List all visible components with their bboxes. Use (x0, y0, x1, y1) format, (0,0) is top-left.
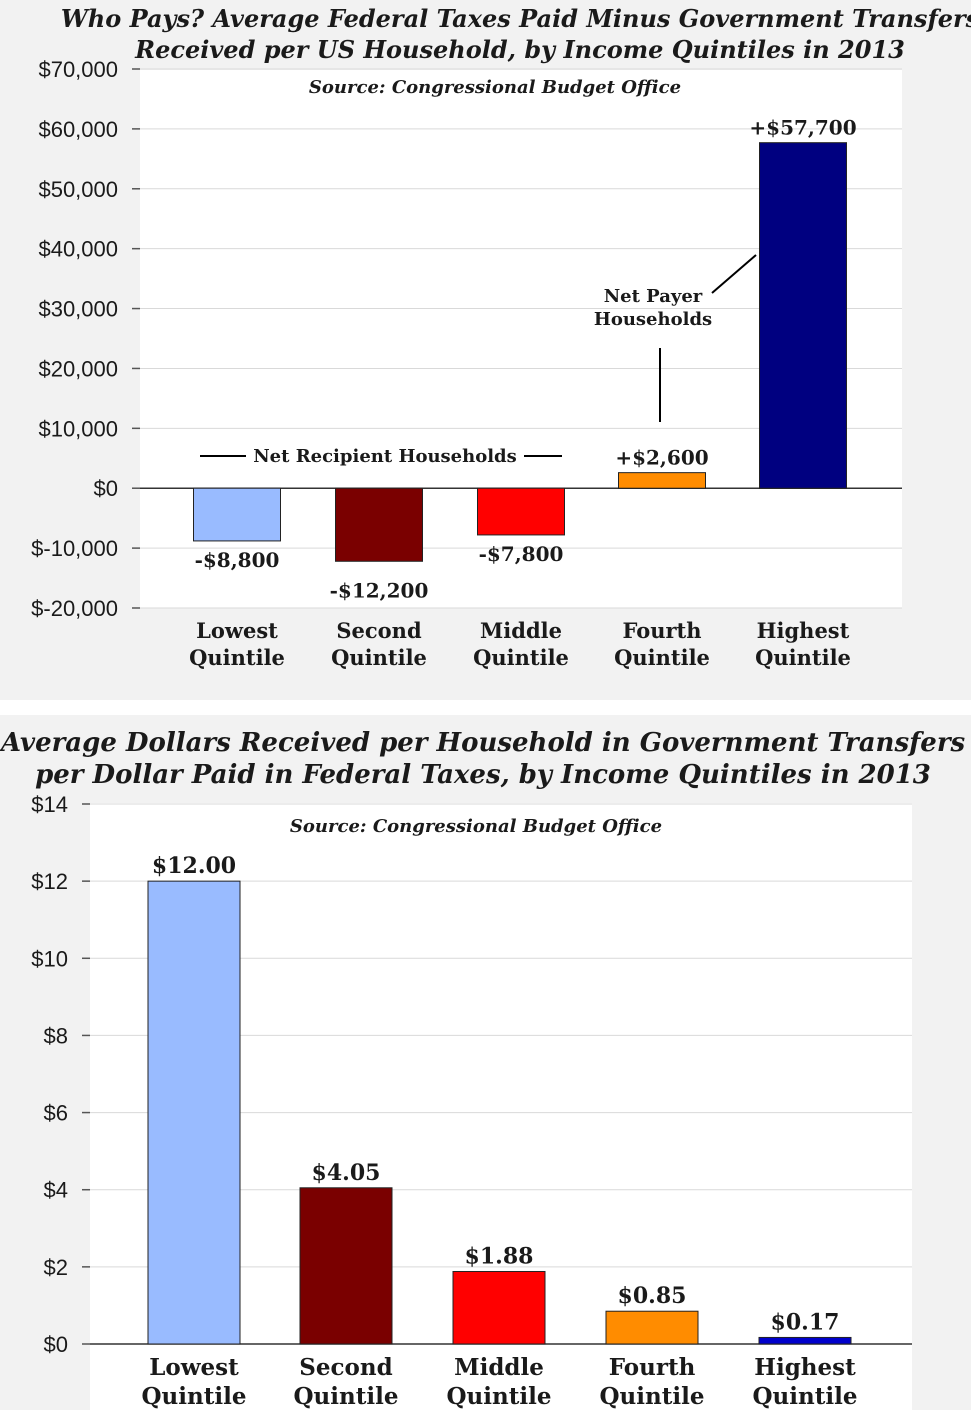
net-recipient-label: Net Recipient Households (253, 446, 517, 467)
chart-transfers-per-dollar: Average Dollars Received per Household i… (0, 715, 971, 1410)
category-label: Quintile (753, 1383, 858, 1410)
y-tick-label: $8 (44, 1023, 68, 1048)
bar (335, 487, 423, 562)
bar (618, 472, 706, 489)
y-tick-label: $10,000 (38, 416, 118, 441)
net-payer-label-line2: Households (594, 309, 712, 330)
y-tick-label: $-10,000 (31, 536, 118, 561)
category-label: Lowest (196, 618, 278, 643)
category-label: Quintile (600, 1383, 705, 1410)
x-axis: LowestQuintileSecondQuintileMiddleQuinti… (142, 1354, 858, 1410)
category-label: Fourth (609, 1354, 696, 1381)
category-label: Quintile (473, 645, 569, 670)
category-label: Quintile (331, 645, 427, 670)
y-tick-label: $70,000 (38, 57, 118, 82)
bar (147, 880, 241, 1345)
value-label: $12.00 (152, 853, 236, 879)
chart-title: Average Dollars Received per Household i… (0, 728, 966, 758)
chart-subtitle: Received per US Household, by Income Qui… (134, 35, 905, 64)
chart-title: Who Pays? Average Federal Taxes Paid Min… (61, 4, 971, 33)
bar (193, 487, 281, 542)
bar (477, 487, 565, 536)
value-label: $0.85 (618, 1283, 687, 1309)
category-label: Quintile (142, 1383, 247, 1410)
category-label: Quintile (447, 1383, 552, 1410)
bars (147, 880, 852, 1345)
bar (299, 1187, 393, 1345)
annotations: Net Recipient Households Net Payer House… (200, 254, 757, 467)
category-label: Middle (454, 1354, 544, 1381)
value-label: +$57,700 (749, 116, 856, 140)
y-tick-label: $50,000 (38, 177, 118, 202)
value-label: $4.05 (312, 1160, 381, 1186)
value-label: $0.17 (771, 1309, 840, 1335)
category-label: Fourth (622, 618, 701, 643)
y-tick-label: $4 (44, 1178, 68, 1203)
panel-divider (0, 700, 971, 715)
y-tick-label: $6 (44, 1101, 68, 1126)
value-label: $1.88 (465, 1243, 534, 1269)
bar (452, 1270, 546, 1345)
chart-taxes-minus-transfers: Who Pays? Average Federal Taxes Paid Min… (0, 0, 971, 700)
value-label: -$7,800 (479, 542, 564, 566)
net-payer-label-line1: Net Payer (604, 286, 703, 307)
chart-subtitle: per Dollar Paid in Federal Taxes, by Inc… (35, 760, 931, 790)
value-label: -$12,200 (330, 578, 429, 602)
category-label: Quintile (755, 645, 851, 670)
y-tick-label: $14 (31, 792, 68, 817)
y-axis: $14 $12 $10 $8 $6 $4 $2 $0 (31, 792, 90, 1357)
y-tick-label: $20,000 (38, 356, 118, 381)
chart-source: Source: Congressional Budget Office (290, 816, 662, 837)
chart-panel-transfers-per-dollar: Average Dollars Received per Household i… (0, 715, 971, 1410)
y-tick-label: $12 (31, 869, 68, 894)
y-tick-label: $0 (94, 476, 118, 501)
net-payer-arrow-diagonal (711, 254, 757, 294)
bars (193, 142, 847, 562)
bar (605, 1310, 699, 1345)
category-label: Quintile (614, 645, 710, 670)
y-tick-label: $-20,000 (31, 596, 118, 621)
value-label: -$8,800 (195, 548, 280, 572)
y-axis: $70,000 $60,000 $50,000 $40,000 $30,000 $20,0… (31, 57, 140, 621)
bar (758, 1336, 852, 1345)
category-label: Quintile (189, 645, 285, 670)
chart-source: Source: Congressional Budget Office (309, 77, 681, 98)
value-label: +$2,600 (615, 446, 708, 470)
value-labels: $12.00 $4.05 $1.88 $0.85 $0.17 (152, 853, 840, 1335)
x-axis: LowestQuintileSecondQuintileMiddleQuinti… (189, 618, 851, 670)
category-label: Highest (754, 1354, 856, 1381)
y-tick-label: $10 (31, 946, 68, 971)
y-tick-label: $60,000 (38, 117, 118, 142)
y-tick-label: $0 (44, 1332, 68, 1357)
chart-panel-taxes-minus-transfers: Who Pays? Average Federal Taxes Paid Min… (0, 0, 971, 700)
y-tick-label: $40,000 (38, 237, 118, 262)
category-label: Quintile (294, 1383, 399, 1410)
bar (759, 142, 847, 489)
category-label: Middle (480, 618, 562, 643)
category-label: Lowest (149, 1354, 239, 1381)
category-label: Second (336, 618, 422, 643)
value-labels: -$8,800 -$12,200 -$7,800 +$2,600 +$57,700 (195, 116, 857, 603)
y-tick-label: $30,000 (38, 297, 118, 322)
category-label: Second (299, 1354, 392, 1381)
category-label: Highest (757, 618, 850, 643)
y-tick-label: $2 (44, 1255, 68, 1280)
